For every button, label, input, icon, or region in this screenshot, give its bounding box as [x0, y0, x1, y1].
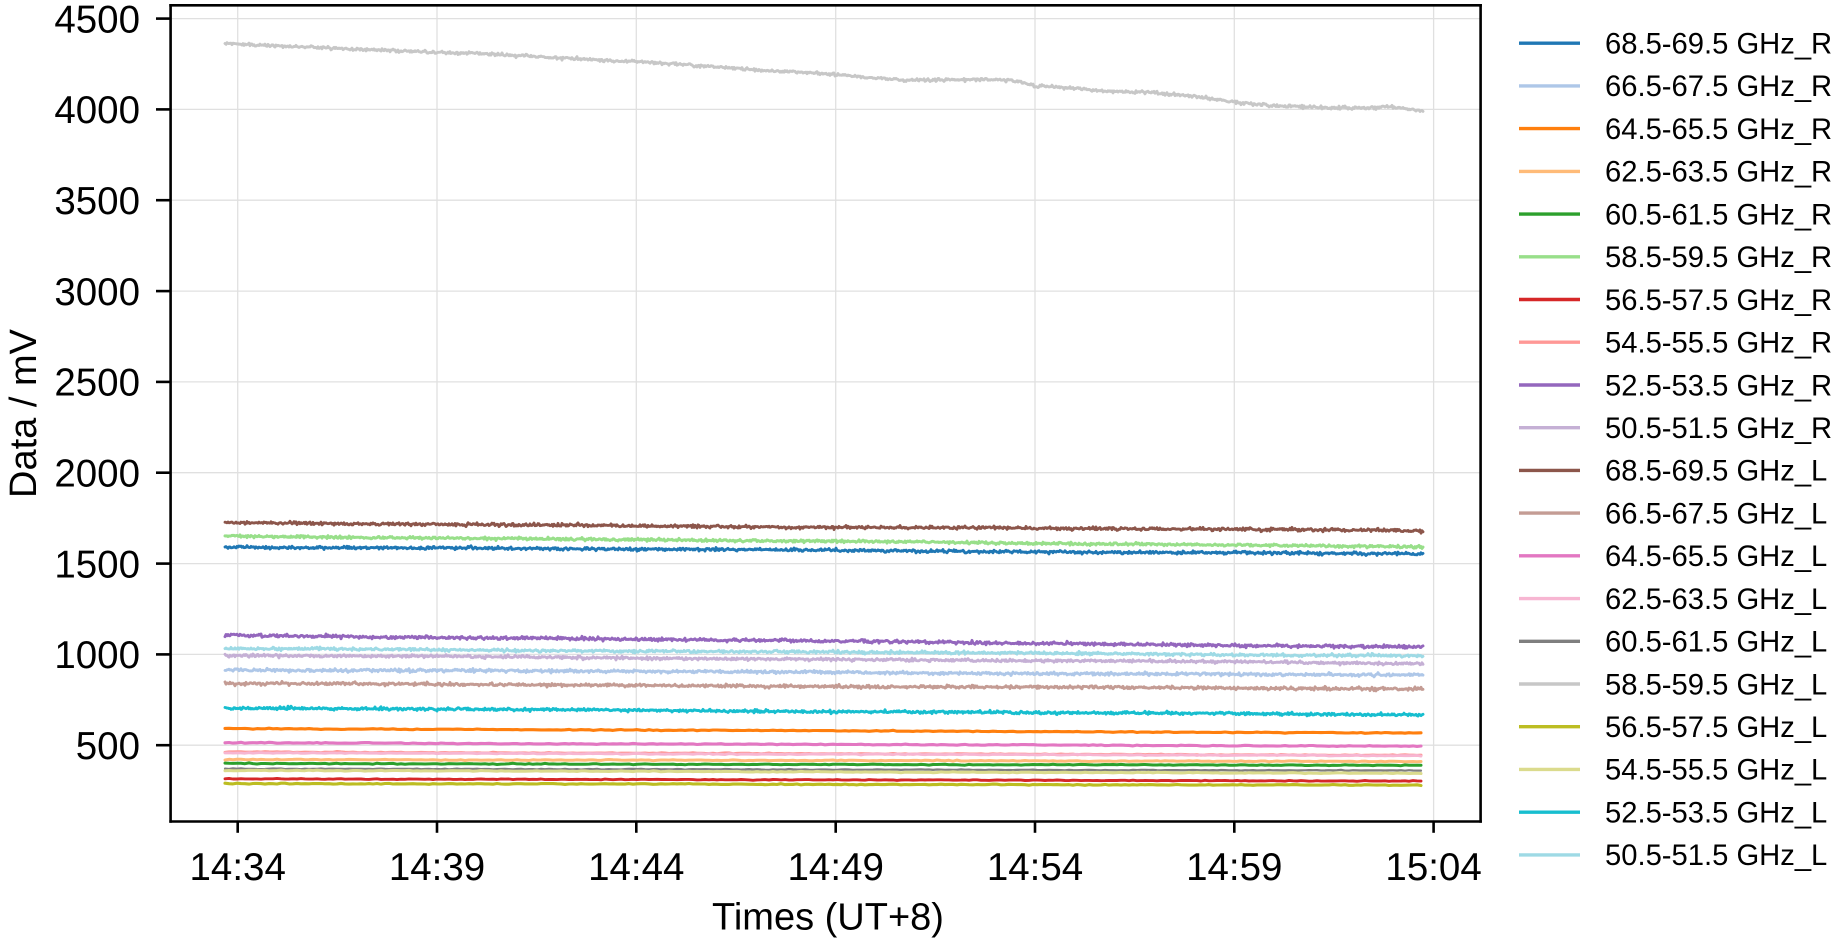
svg-text:50.5-51.5 GHz_L: 50.5-51.5 GHz_L: [1605, 840, 1827, 872]
svg-text:1000: 1000: [54, 634, 140, 677]
svg-text:64.5-65.5 GHz_R: 64.5-65.5 GHz_R: [1605, 114, 1832, 146]
svg-text:58.5-59.5 GHz_L: 58.5-59.5 GHz_L: [1605, 669, 1827, 701]
svg-text:54.5-55.5 GHz_L: 54.5-55.5 GHz_L: [1605, 755, 1827, 787]
svg-text:1500: 1500: [54, 543, 140, 586]
svg-text:2000: 2000: [54, 453, 140, 496]
svg-text:60.5-61.5 GHz_L: 60.5-61.5 GHz_L: [1605, 627, 1827, 659]
svg-text:14:44: 14:44: [588, 846, 684, 889]
svg-text:60.5-61.5 GHz_R: 60.5-61.5 GHz_R: [1605, 199, 1832, 231]
svg-text:15:04: 15:04: [1385, 846, 1481, 889]
svg-text:50.5-51.5 GHz_R: 50.5-51.5 GHz_R: [1605, 413, 1832, 445]
svg-text:3000: 3000: [54, 271, 140, 314]
svg-text:Data / mV: Data / mV: [3, 328, 45, 498]
svg-text:3500: 3500: [54, 180, 140, 223]
svg-text:4500: 4500: [54, 0, 140, 41]
svg-text:52.5-53.5 GHz_R: 52.5-53.5 GHz_R: [1605, 370, 1832, 402]
svg-text:500: 500: [76, 725, 140, 768]
svg-text:Times (UT+8): Times (UT+8): [712, 897, 944, 939]
svg-text:4000: 4000: [54, 89, 140, 132]
svg-text:14:54: 14:54: [987, 846, 1083, 889]
svg-text:14:59: 14:59: [1186, 846, 1282, 889]
svg-text:54.5-55.5 GHz_R: 54.5-55.5 GHz_R: [1605, 328, 1832, 360]
svg-text:62.5-63.5 GHz_R: 62.5-63.5 GHz_R: [1605, 157, 1832, 189]
svg-text:68.5-69.5 GHz_R: 68.5-69.5 GHz_R: [1605, 29, 1832, 61]
svg-text:64.5-65.5 GHz_L: 64.5-65.5 GHz_L: [1605, 541, 1827, 573]
svg-text:14:39: 14:39: [389, 846, 485, 889]
svg-text:14:34: 14:34: [190, 846, 286, 889]
svg-text:2500: 2500: [54, 362, 140, 405]
svg-text:62.5-63.5 GHz_L: 62.5-63.5 GHz_L: [1605, 584, 1827, 616]
svg-text:14:49: 14:49: [788, 846, 884, 889]
svg-text:58.5-59.5 GHz_R: 58.5-59.5 GHz_R: [1605, 242, 1832, 274]
svg-text:56.5-57.5 GHz_R: 56.5-57.5 GHz_R: [1605, 285, 1832, 317]
svg-text:68.5-69.5 GHz_L: 68.5-69.5 GHz_L: [1605, 456, 1827, 488]
svg-text:66.5-67.5 GHz_R: 66.5-67.5 GHz_R: [1605, 71, 1832, 103]
svg-text:52.5-53.5 GHz_L: 52.5-53.5 GHz_L: [1605, 798, 1827, 830]
svg-text:56.5-57.5 GHz_L: 56.5-57.5 GHz_L: [1605, 712, 1827, 744]
svg-text:66.5-67.5 GHz_L: 66.5-67.5 GHz_L: [1605, 498, 1827, 530]
